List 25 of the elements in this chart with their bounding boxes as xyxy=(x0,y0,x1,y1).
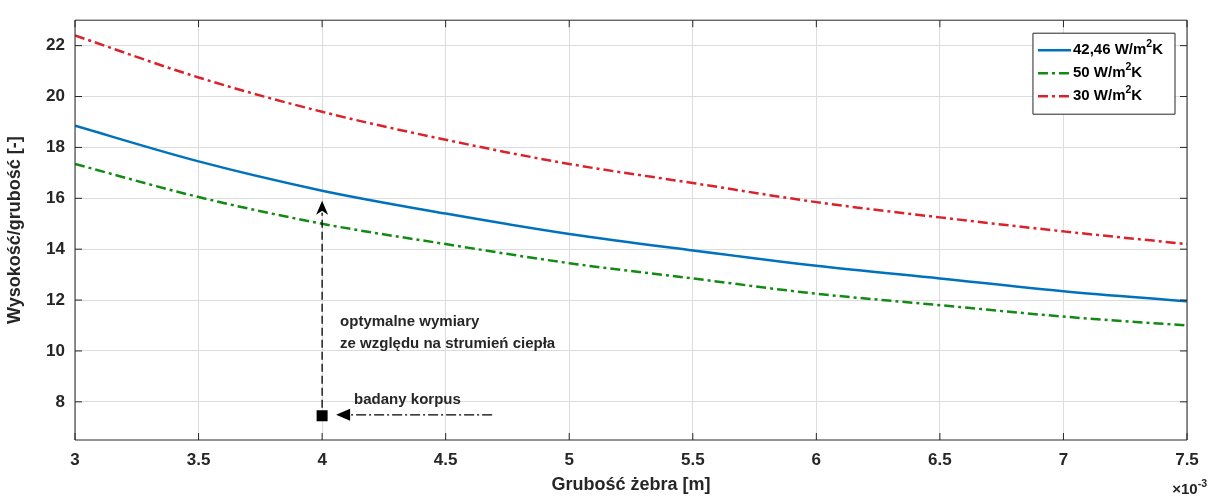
line-series xyxy=(75,124,1187,303)
x-tick-label: 4.5 xyxy=(433,449,458,469)
line-series xyxy=(75,162,1187,327)
x-axis-title: Grubość żebra [m] xyxy=(551,474,711,495)
x-tick-label: 5.5 xyxy=(680,449,705,469)
x-tick-label: 6.5 xyxy=(928,449,952,469)
x-tick-label: 6 xyxy=(811,449,822,469)
x-tick-label: 3 xyxy=(70,449,80,469)
y-tick-label: 8 xyxy=(55,391,65,411)
x-tick-label: 4 xyxy=(317,449,328,469)
x-tick-label: 3.5 xyxy=(186,449,211,469)
y-tick-label: 14 xyxy=(46,238,66,258)
annotation: ze względu na strumień ciepła xyxy=(340,334,556,352)
x-tick-label: 7.5 xyxy=(1175,449,1199,469)
y-tick-label: 10 xyxy=(46,340,65,360)
y-tick-label: 16 xyxy=(46,187,65,207)
annotation: optymalne wymiary xyxy=(340,312,480,330)
x-tick-label: 5 xyxy=(564,449,574,469)
x-tick-label: 7 xyxy=(1058,449,1069,469)
y-tick-label: 12 xyxy=(46,289,65,309)
y-tick-label: 22 xyxy=(46,35,65,55)
y-tick-label: 18 xyxy=(46,137,65,157)
y-axis-title: Wysokość/grubość [-] xyxy=(3,136,24,324)
annotation: badany korpus xyxy=(354,389,461,407)
y-tick-label: 20 xyxy=(46,86,65,106)
